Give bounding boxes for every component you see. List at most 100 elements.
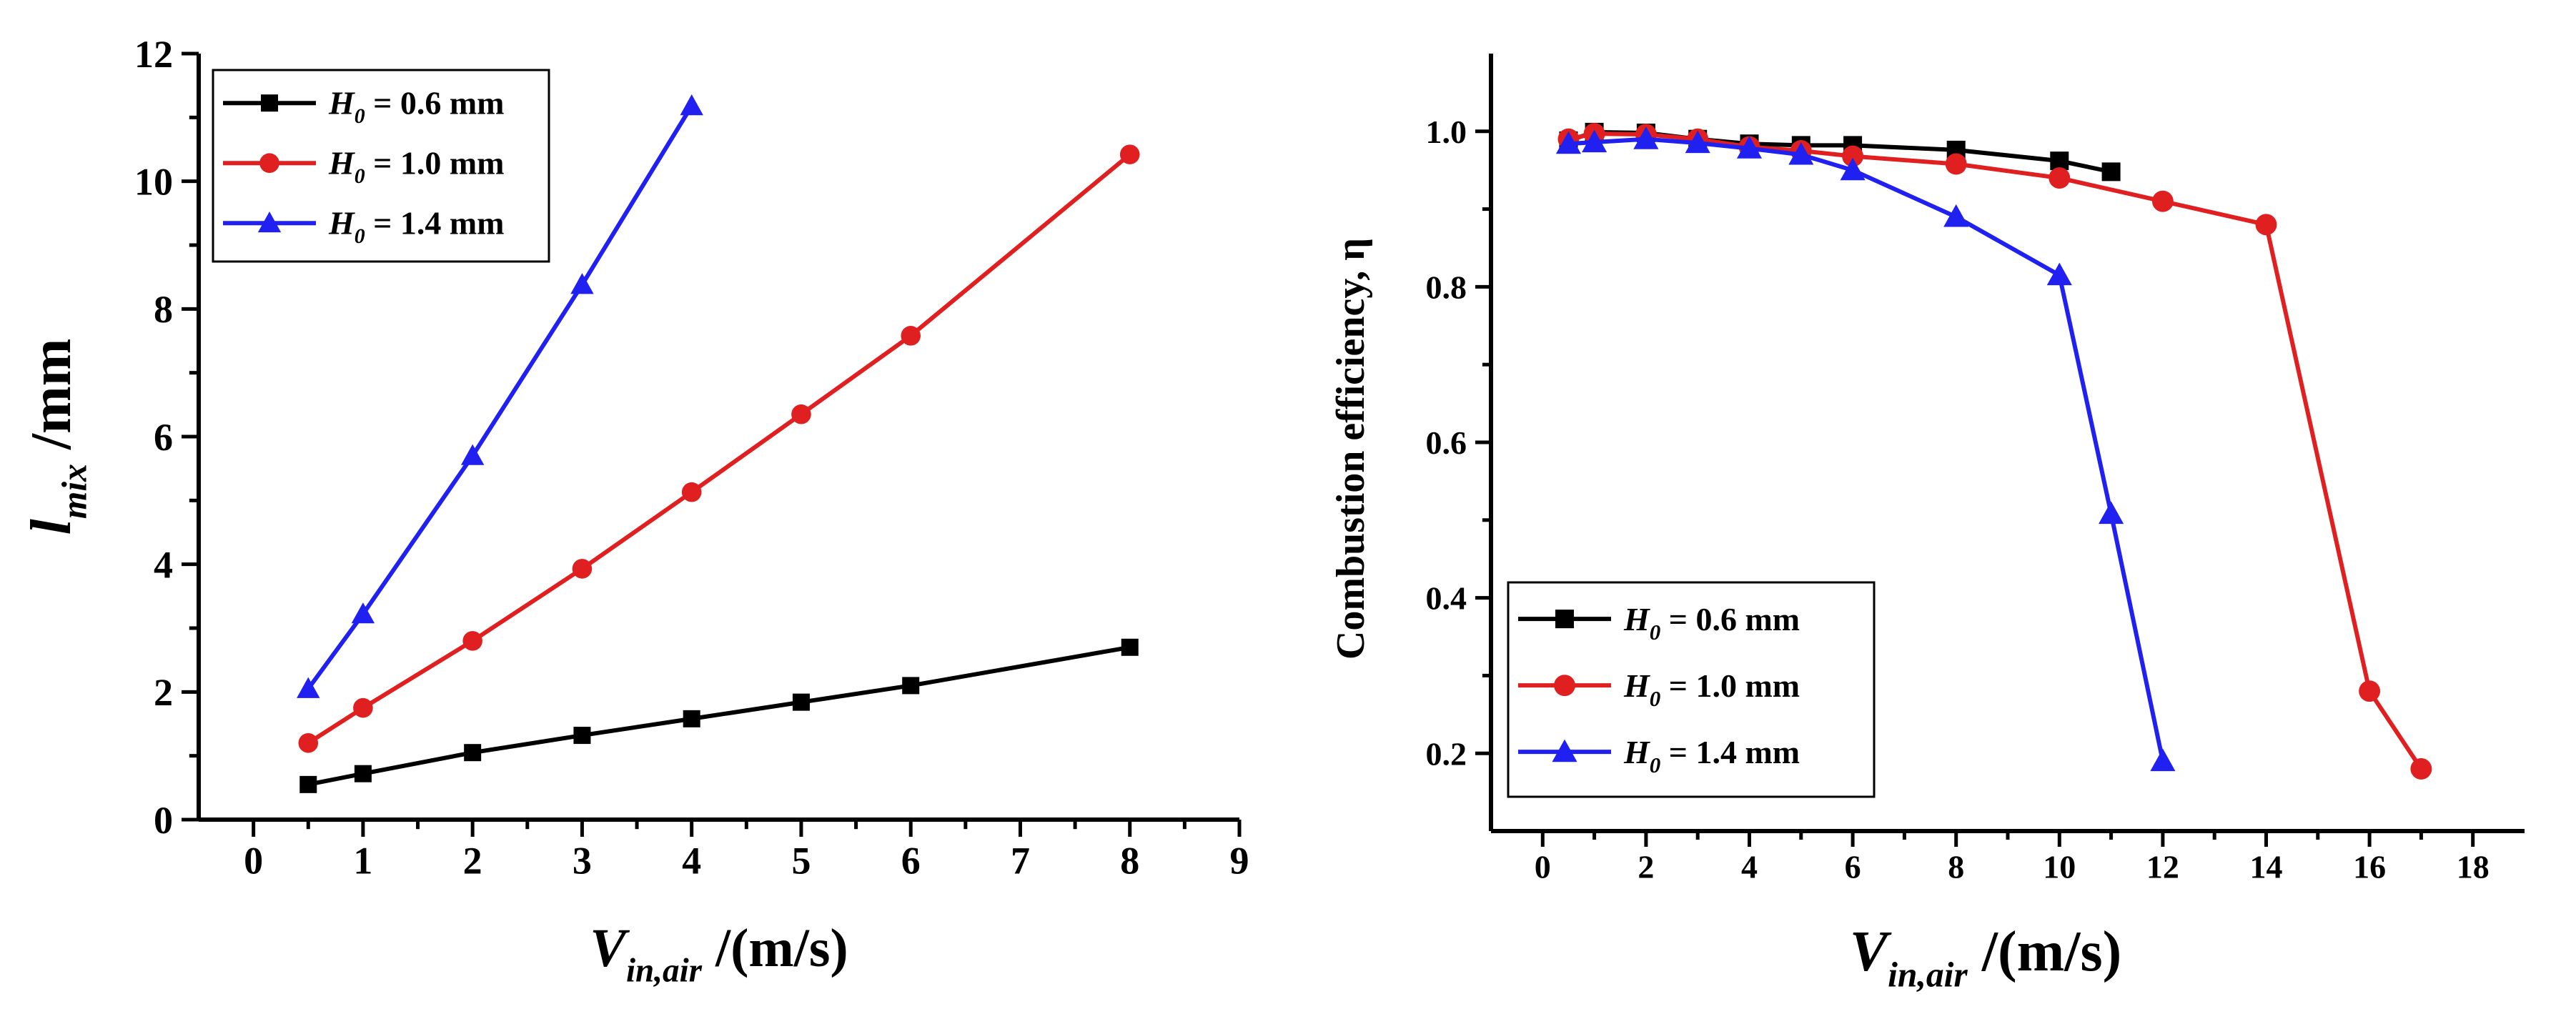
legend-label-sub: 0 (1650, 752, 1661, 777)
x-tick-label: 0 (1535, 849, 1551, 885)
data-point (2410, 758, 2432, 780)
x-tick-label: 5 (791, 839, 811, 882)
legend-label: H0 = 1.0 mm (328, 145, 505, 188)
data-point (1945, 153, 1967, 175)
legend-label-value: = 1.0 mm (1660, 667, 1800, 704)
x-tick-label: 12 (2146, 849, 2179, 885)
series-2 (298, 144, 1140, 753)
data-point (462, 631, 482, 651)
data-point (1633, 126, 1659, 149)
data-point (791, 404, 811, 424)
data-point (902, 677, 920, 695)
legend-label: H0 = 0.6 mm (1623, 601, 1800, 645)
legend-label: H0 = 1.4 mm (328, 205, 505, 248)
data-point (573, 727, 591, 745)
data-point (1842, 145, 1864, 167)
data-point (2046, 262, 2072, 286)
x-axis-label: Vin,air /(m/s) (590, 918, 848, 989)
x-tick-label: 14 (2250, 849, 2283, 885)
y-tick-label: 2 (154, 671, 173, 714)
x-tick-label: 8 (1120, 839, 1139, 882)
legend-label-value: = 1.4 mm (1660, 734, 1800, 770)
series-1 (299, 638, 1139, 793)
data-point (2255, 214, 2277, 236)
x-tick-label: 4 (1741, 849, 1758, 885)
legend-label-sub: 0 (355, 224, 365, 248)
data-point (353, 697, 373, 718)
y-tick-label: 4 (154, 544, 173, 587)
x-tick-label: 8 (1948, 849, 1964, 885)
x-tick-label: 1 (353, 839, 372, 882)
y-axis-label: Combustion efficiency, η (1329, 238, 1373, 660)
x-tick-label: 10 (2043, 849, 2076, 885)
legend-label: H0 = 1.4 mm (1623, 734, 1800, 777)
y-label-main: Combustion efficiency, η (1329, 238, 1373, 660)
y-tick-label: 0.8 (1426, 269, 1467, 306)
legend-label-value: = 1.4 mm (365, 205, 505, 242)
x-axis-label: Vin,air /(m/s) (1850, 920, 2122, 994)
x-label-main: V (590, 918, 630, 978)
data-point (1119, 144, 1140, 164)
legend-label: H0 = 0.6 mm (328, 85, 505, 128)
legend-marker (1554, 675, 1575, 697)
data-point (2151, 190, 2174, 212)
data-point (1736, 136, 1763, 159)
x-tick-label: 18 (2457, 849, 2490, 885)
x-tick-label: 9 (1230, 839, 1249, 882)
data-point (901, 326, 921, 346)
data-point (351, 602, 375, 624)
data-point (683, 710, 700, 727)
series-3 (297, 94, 703, 698)
y-tick-label: 1.0 (1426, 114, 1467, 150)
legend-marker (1555, 610, 1574, 629)
x-label-unit: /(m/s) (1968, 920, 2122, 983)
legend-label-main: H (328, 205, 355, 242)
chart-2: 0 2 4 6 8 10 12 14 16 18 0.2 0.4 0.6 0.8 1.0 Vin,air /(… (1329, 54, 2525, 994)
data-point (792, 693, 810, 711)
data-point (1788, 141, 1814, 165)
y-axis-label: lmix /mm (20, 339, 94, 535)
legend-marker (1552, 739, 1577, 762)
legend-label-main: H (1623, 667, 1650, 704)
data-point (2099, 501, 2124, 525)
data-point (2049, 167, 2071, 189)
data-point (299, 775, 317, 793)
y-tick-label: 0.6 (1426, 424, 1467, 461)
x-tick-label: 2 (1638, 849, 1654, 885)
data-point (1555, 131, 1581, 154)
data-point (460, 444, 485, 465)
data-point (297, 677, 320, 698)
data-point (2150, 748, 2176, 772)
x-tick-label: 7 (1011, 839, 1030, 882)
x-tick-label: 6 (1845, 849, 1861, 885)
legend-label-main: H (328, 85, 355, 121)
data-point (570, 273, 594, 294)
x-tick-label: 0 (244, 839, 263, 882)
x-label-sub: in,air (626, 952, 703, 989)
data-point (680, 94, 703, 116)
y-tick-label: 6 (154, 416, 173, 459)
x-label-unit: /(m/s) (702, 918, 848, 978)
y-label-unit: /mm (20, 339, 83, 464)
y-label-sub: mix (54, 464, 94, 519)
data-point (1840, 157, 1866, 181)
legend-label-sub: 0 (355, 164, 365, 188)
legend-label-main: H (1623, 734, 1650, 770)
data-point (464, 744, 482, 762)
y-tick-label: 0.2 (1426, 735, 1467, 772)
legend-label-value: = 1.0 mm (365, 145, 505, 182)
y-tick-label: 12 (134, 33, 173, 76)
data-point (1685, 130, 1710, 154)
x-tick-label: 3 (573, 839, 592, 882)
y-tick-label: 8 (154, 288, 173, 331)
x-tick-label: 4 (682, 839, 701, 882)
legend-label: H0 = 1.0 mm (1623, 667, 1800, 711)
legend-label-value: = 0.6 mm (365, 85, 505, 121)
data-point (2050, 151, 2069, 171)
data-point (1943, 204, 1969, 227)
y-tick-label: 10 (134, 161, 173, 204)
